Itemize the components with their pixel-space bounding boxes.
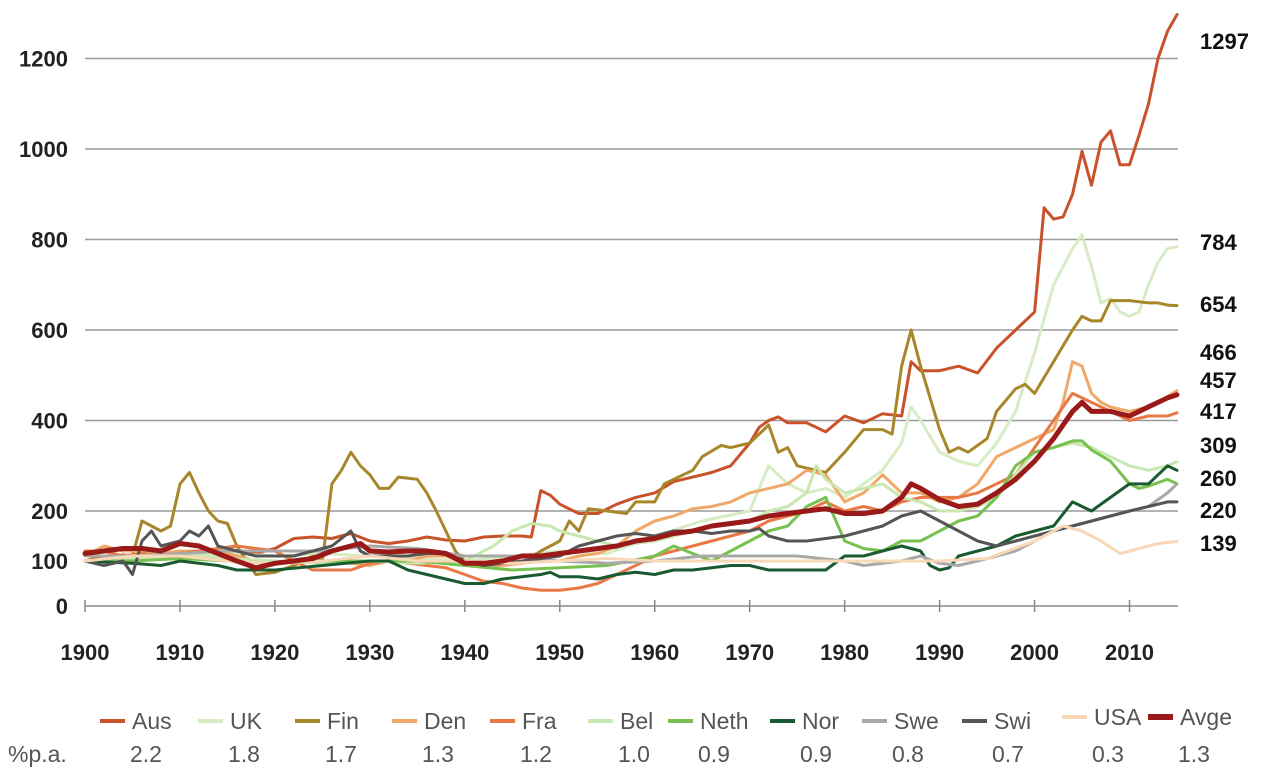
series-lines [82,13,1180,592]
legend-pa-swi: 0.7 [992,741,1024,767]
legend: Aus 2.2 UK 1.8 Fin 1.7 Den 1.3 Fra 1.2 Bel 1.0 Neth 0… [8,704,1232,767]
legend-label-avge: Avge [1180,704,1232,730]
legend-label-uk: UK [230,708,263,734]
legend-pa-fra: 1.2 [520,741,552,767]
end-value-label: 1297 [1200,29,1249,54]
legend-pa-swe: 0.8 [892,741,924,767]
end-value-label: 457 [1200,368,1237,393]
legend-label-fra: Fra [522,708,557,734]
legend-label-aus: Aus [132,708,172,734]
series-line-fin [83,299,1179,576]
series-line-aus [83,13,1179,563]
y-tick-labels: 0 100 200 400 600 800 1000 1200 [19,47,68,620]
legend-pa-den: 1.3 [422,741,454,767]
legend-pa-avge: 1.3 [1178,741,1210,767]
y-tick-label: 200 [31,499,68,524]
legend-pa-bel: 1.0 [618,741,650,767]
end-value-label: 654 [1200,292,1237,317]
axes [84,600,1178,612]
end-value-label: 466 [1200,340,1237,365]
end-value-label: 139 [1200,531,1237,556]
y-tick-label: 100 [31,549,68,574]
x-tick-label: 1970 [725,640,774,665]
series-line-uk [83,233,1179,563]
series-line-nor [83,464,1179,585]
legend-row-label: %p.a. [8,741,67,767]
x-tick-label: 1920 [250,640,299,665]
x-tick-label: 1950 [535,640,584,665]
legend-pa-uk: 1.8 [228,741,260,767]
end-value-label: 220 [1200,498,1237,523]
legend-pa-neth: 0.9 [698,741,730,767]
legend-label-fin: Fin [327,708,359,734]
y-tick-label: 600 [31,318,68,343]
end-value-labels: 1297 784 654 466 457 417 309 260 220 139 [1200,29,1249,556]
series-line-swi [83,500,1179,576]
legend-label-neth: Neth [700,708,749,734]
legend-label-swe: Swe [894,708,939,734]
x-tick-label: 1930 [345,640,394,665]
x-tick-labels: 1900 1910 1920 1930 1940 1950 1960 1970 1980 1990… [61,640,1154,665]
y-tick-label: 1200 [19,47,68,72]
x-tick-label: 1960 [630,640,679,665]
series-line-bel [83,441,1179,565]
legend-pa-nor: 0.9 [800,741,832,767]
x-tick-label: 1900 [61,640,110,665]
legend-label-nor: Nor [802,708,839,734]
legend-pa-fin: 1.7 [325,741,357,767]
y-tick-label: 0 [56,594,68,619]
y-tick-label: 400 [31,409,68,434]
x-tick-label: 2000 [1010,640,1059,665]
end-value-label: 417 [1200,399,1237,424]
gridlines [85,57,1178,512]
legend-pa-aus: 2.2 [130,741,162,767]
end-value-label: 309 [1200,433,1237,458]
x-tick-label: 1910 [155,640,204,665]
legend-label-den: Den [424,708,466,734]
end-value-label: 260 [1200,466,1237,491]
x-tick-label: 1990 [915,640,964,665]
x-tick-label: 1980 [820,640,869,665]
legend-label-swi: Swi [994,708,1031,734]
legend-label-bel: Bel [620,708,653,734]
x-tick-label: 1940 [440,640,489,665]
end-value-label: 784 [1200,230,1237,255]
x-tick-label: 2010 [1105,640,1154,665]
legend-pa-usa: 0.3 [1092,741,1124,767]
legend-label-usa: USA [1094,704,1142,730]
y-tick-label: 800 [31,228,68,253]
series-line-avge [82,392,1180,571]
y-tick-label: 1000 [19,137,68,162]
